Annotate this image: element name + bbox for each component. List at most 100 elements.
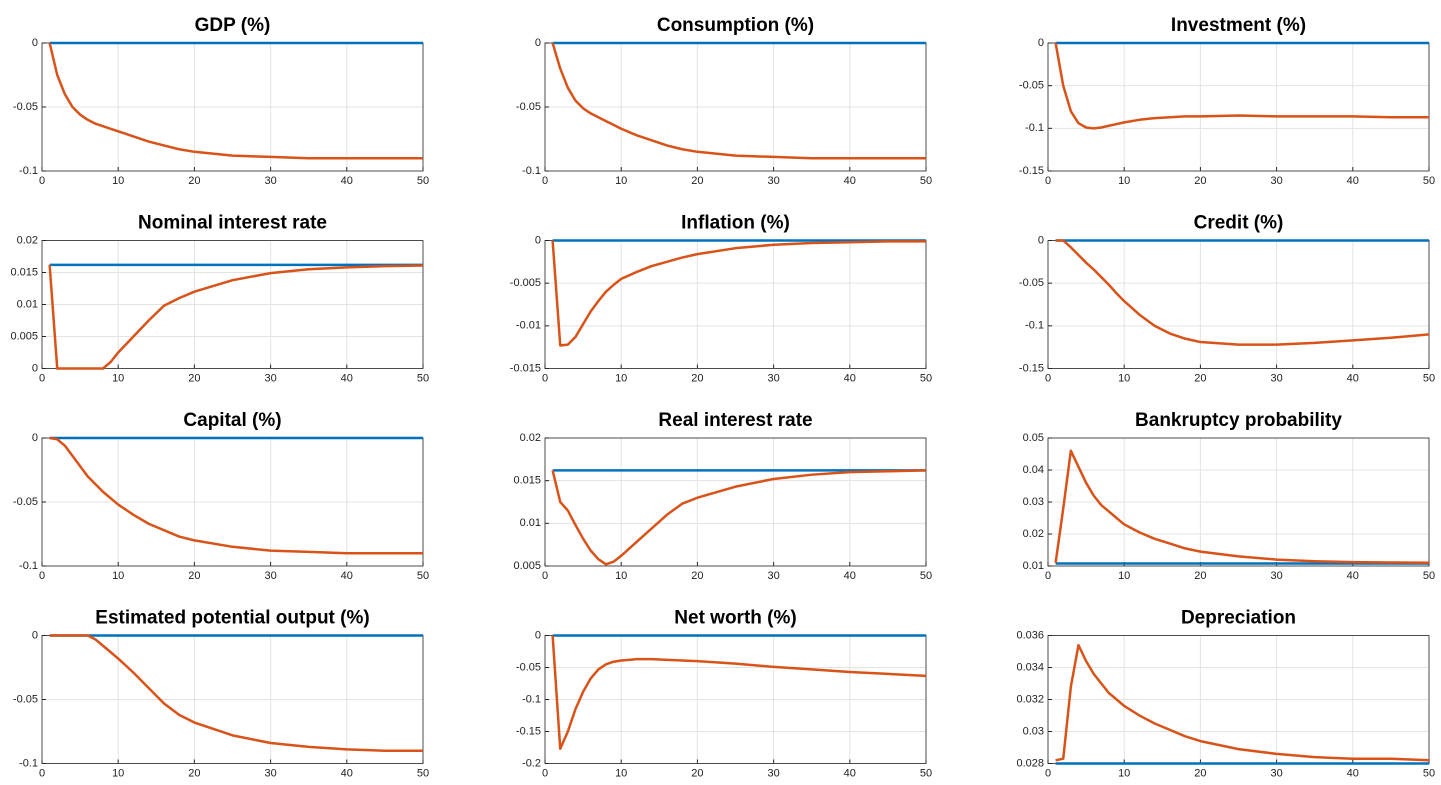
chart-title: Capital (%) [183, 410, 281, 431]
x-tick-label: 10 [1118, 372, 1130, 384]
y-tick-label: 0 [32, 629, 38, 641]
y-tick-label: -0.1 [1025, 122, 1044, 134]
y-tick-label: -0.005 [510, 277, 541, 289]
x-tick-label: 0 [1045, 175, 1051, 187]
x-tick-label: 20 [1194, 175, 1206, 187]
line-series [551, 240, 926, 347]
y-tick-label: 0.005 [10, 330, 38, 342]
x-tick-label: 0 [39, 372, 45, 384]
x-tick-label: 20 [691, 767, 703, 779]
y-tick-label: 0.032 [1016, 693, 1044, 705]
x-tick-label: 0 [1045, 767, 1051, 779]
x-tick-label: 20 [691, 570, 703, 582]
x-tick-label: 40 [341, 372, 353, 384]
y-tick-label: 0.01 [1023, 560, 1044, 572]
x-tick-label: 40 [844, 175, 856, 187]
y-tick-label: -0.05 [13, 101, 38, 113]
y-tick-label: -0.1 [522, 693, 541, 705]
x-tick-label: 0 [542, 175, 548, 187]
y-tick-label: -0.1 [522, 165, 541, 177]
x-tick-label: 20 [1194, 372, 1206, 384]
x-tick-label: 30 [264, 767, 276, 779]
x-tick-label: 50 [920, 767, 932, 779]
x-tick-label: 30 [767, 767, 779, 779]
y-tick-label: 0.05 [1023, 432, 1044, 444]
x-tick-label: 0 [1045, 372, 1051, 384]
x-tick-label: 30 [767, 372, 779, 384]
x-tick-label: 20 [188, 372, 200, 384]
y-tick-label: 0 [535, 37, 541, 49]
x-tick-label: 20 [1194, 570, 1206, 582]
y-tick-label: -0.01 [516, 320, 541, 332]
y-tick-label: 0.04 [1023, 464, 1044, 476]
y-tick-label: 0.03 [1023, 496, 1044, 508]
x-tick-label: 40 [844, 570, 856, 582]
x-tick-label: 50 [417, 175, 429, 187]
chart-title: Depreciation [1181, 608, 1296, 629]
chart-title: Credit (%) [1194, 213, 1284, 234]
x-tick-label: 40 [1347, 175, 1359, 187]
x-tick-label: 50 [1423, 767, 1435, 779]
y-tick-label: -0.05 [516, 661, 541, 673]
y-tick-label: 0.02 [1023, 528, 1044, 540]
y-tick-label: -0.05 [1019, 80, 1044, 92]
axes-box [1047, 437, 1430, 567]
line-series [551, 42, 926, 160]
x-tick-label: 20 [188, 175, 200, 187]
y-tick-label: -0.05 [516, 101, 541, 113]
y-tick-label: -0.05 [13, 496, 38, 508]
plot-area [545, 240, 926, 369]
x-tick-label: 50 [417, 767, 429, 779]
x-tick-label: 30 [1270, 570, 1282, 582]
y-tick-label: -0.15 [516, 725, 541, 737]
x-tick-label: 30 [264, 372, 276, 384]
x-tick-label: 50 [417, 372, 429, 384]
line-series [49, 436, 423, 555]
x-tick-label: 0 [542, 767, 548, 779]
y-tick-label: -0.015 [510, 362, 541, 374]
y-tick-label: 0 [535, 629, 541, 641]
x-tick-label: 20 [188, 570, 200, 582]
y-tick-label: 0.036 [1016, 629, 1044, 641]
x-tick-label: 10 [1118, 767, 1130, 779]
x-tick-label: 40 [341, 175, 353, 187]
x-tick-label: 30 [767, 175, 779, 187]
plot-area [545, 438, 926, 566]
chart-title: Bankruptcy probability [1135, 410, 1342, 431]
line-series [1055, 239, 1430, 346]
x-tick-label: 40 [1347, 570, 1359, 582]
x-tick-label: 10 [112, 175, 124, 187]
y-tick-label: 0 [1038, 234, 1044, 246]
x-tick-label: 20 [1194, 767, 1206, 779]
y-tick-label: -0.1 [1025, 320, 1044, 332]
line-series [1054, 449, 1430, 565]
x-tick-label: 50 [1423, 372, 1435, 384]
x-tick-label: 10 [112, 570, 124, 582]
y-tick-label: 0 [535, 234, 541, 246]
y-tick-label: -0.15 [1019, 362, 1044, 374]
x-tick-label: 40 [844, 767, 856, 779]
chart-title: Consumption (%) [657, 15, 814, 36]
x-tick-label: 20 [188, 767, 200, 779]
plot-area [1048, 240, 1429, 369]
x-tick-label: 10 [1118, 175, 1130, 187]
x-tick-label: 10 [615, 570, 627, 582]
x-tick-label: 0 [39, 175, 45, 187]
x-tick-label: 20 [691, 175, 703, 187]
x-tick-label: 40 [1347, 767, 1359, 779]
x-tick-label: 10 [615, 372, 627, 384]
x-tick-label: 0 [1045, 570, 1051, 582]
chart-title: GDP (%) [195, 15, 271, 36]
y-tick-label: -0.15 [1019, 165, 1044, 177]
y-tick-label: -0.1 [19, 165, 38, 177]
x-tick-label: 30 [767, 570, 779, 582]
x-tick-label: 10 [615, 175, 627, 187]
chart-title: Net worth (%) [674, 608, 796, 629]
x-tick-label: 0 [542, 570, 548, 582]
x-tick-label: 0 [39, 767, 45, 779]
x-tick-label: 50 [1423, 175, 1435, 187]
plot-area [1048, 43, 1429, 171]
y-tick-label: -0.05 [1019, 277, 1044, 289]
y-tick-label: 0 [32, 362, 38, 374]
y-tick-label: -0.1 [19, 757, 38, 769]
